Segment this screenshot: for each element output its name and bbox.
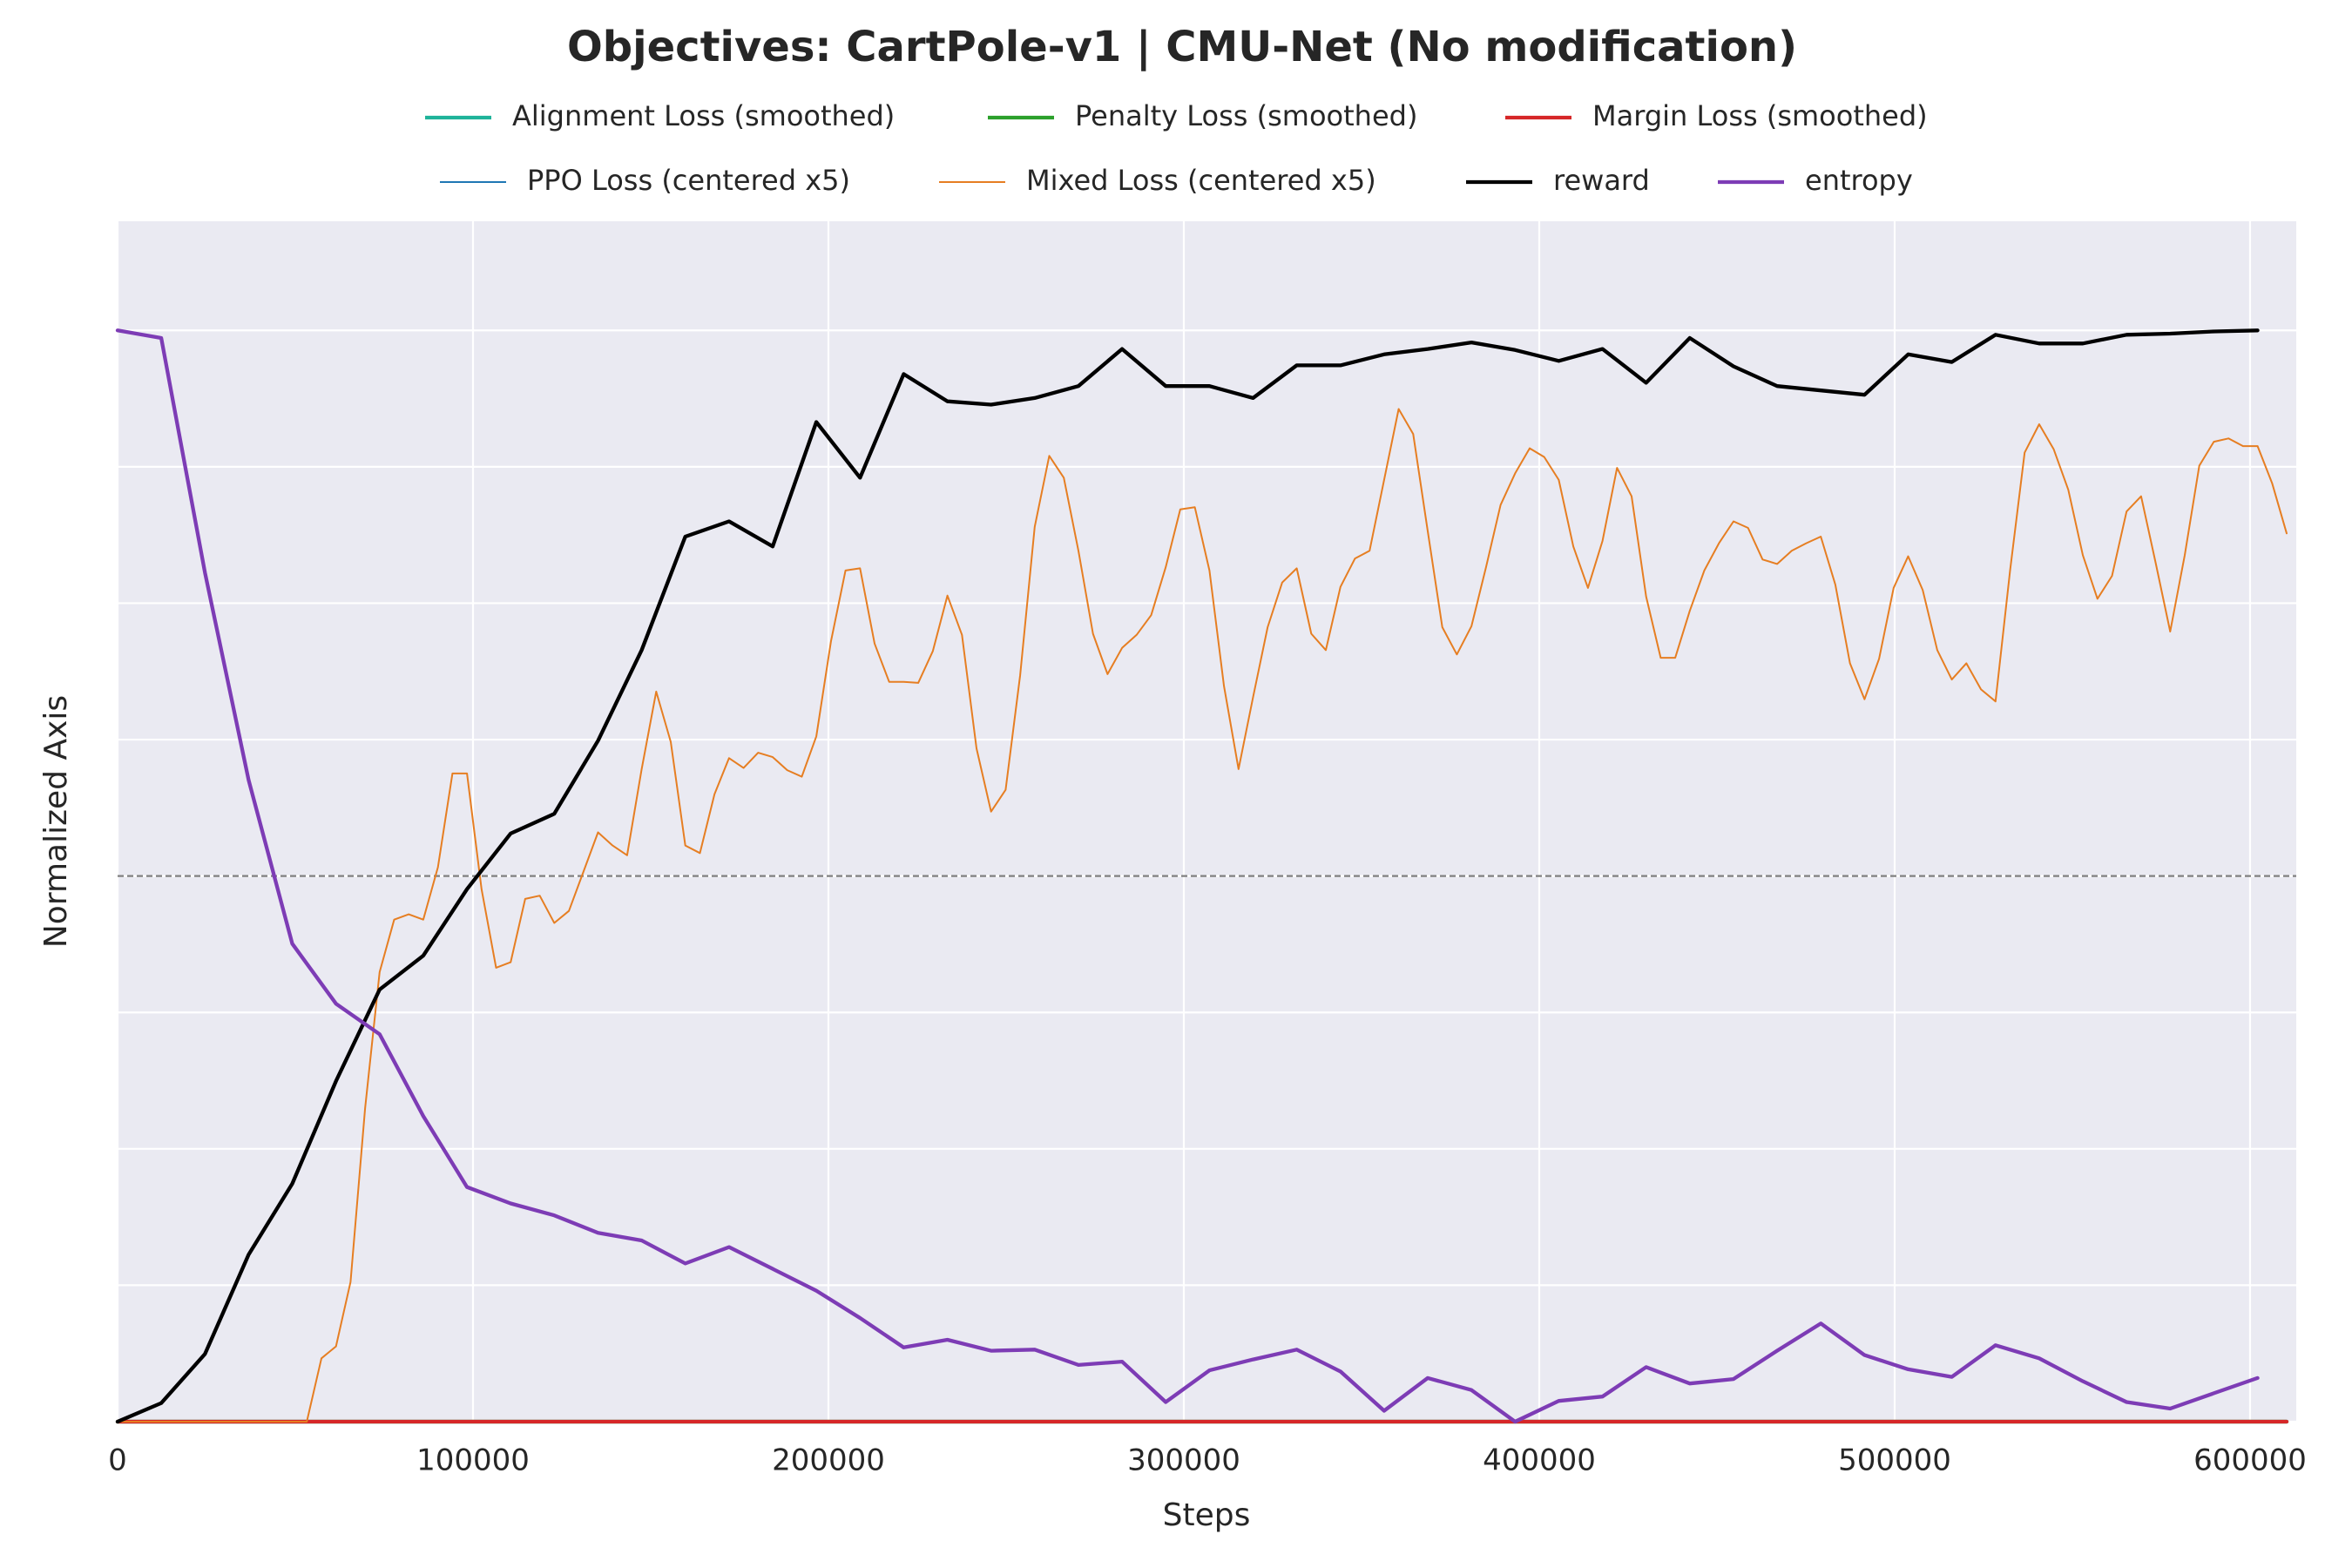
series-line <box>117 408 2288 1423</box>
x-tick-label: 600000 <box>2193 1443 2307 1478</box>
series-line <box>115 328 2260 1424</box>
x-tick-label: 200000 <box>772 1443 885 1478</box>
chart-title: Objectives: CartPole-v1 | CMU-Net (No mo… <box>567 23 1797 71</box>
x-tick-label: 100000 <box>416 1443 530 1478</box>
legend-label: Alignment Loss (smoothed) <box>512 99 895 132</box>
x-tick-label: 0 <box>108 1443 127 1478</box>
plot-area <box>118 221 2296 1422</box>
legend-label: Margin Loss (smoothed) <box>1592 99 1928 132</box>
x-tick-label: 500000 <box>1838 1443 1951 1478</box>
x-tick-label: 400000 <box>1483 1443 1596 1478</box>
x-axis-label: Steps <box>1163 1497 1251 1533</box>
y-axis-label: Normalized Axis <box>38 695 74 948</box>
x-tick-label: 300000 <box>1127 1443 1240 1478</box>
legend-label: entropy <box>1805 164 1913 197</box>
legend-label: PPO Loss (centered x5) <box>527 164 850 197</box>
legend-label: Mixed Loss (centered x5) <box>1026 164 1376 197</box>
legend-label: Penalty Loss (smoothed) <box>1075 99 1417 132</box>
legend-label: reward <box>1553 164 1650 197</box>
series-line <box>115 328 2260 1424</box>
